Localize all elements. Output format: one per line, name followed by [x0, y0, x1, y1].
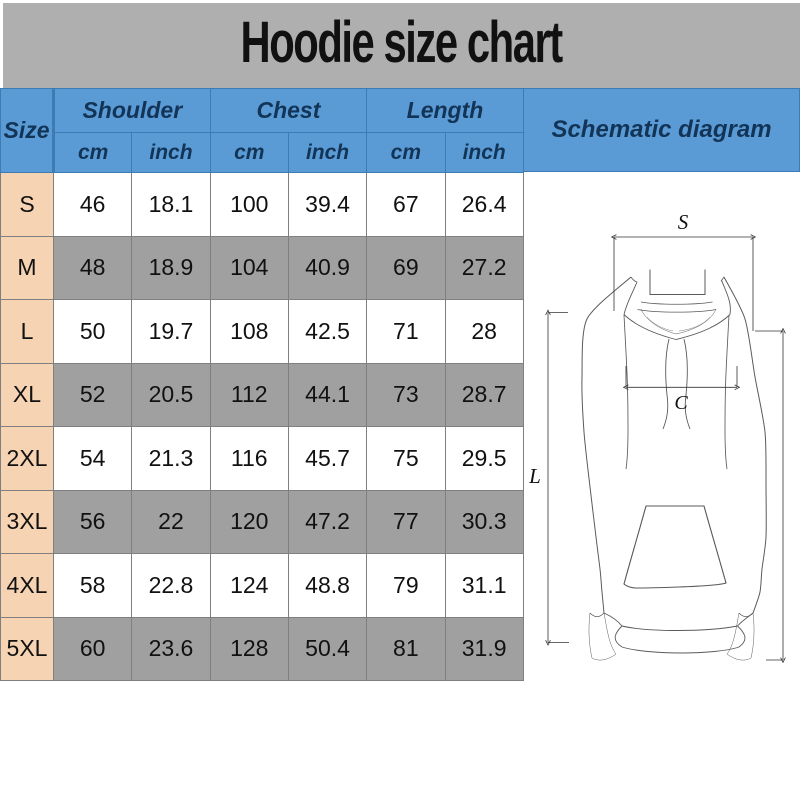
svg-text:C: C — [674, 392, 688, 414]
svg-text:L: L — [528, 464, 541, 488]
svg-text:S: S — [678, 210, 689, 234]
